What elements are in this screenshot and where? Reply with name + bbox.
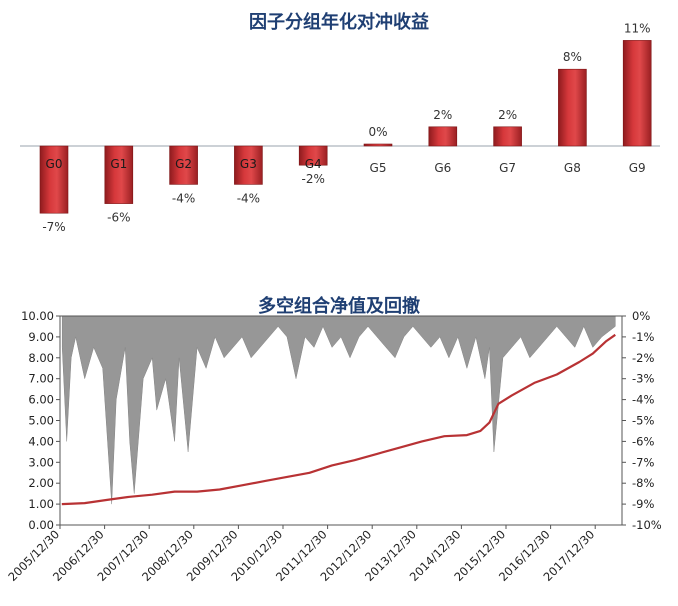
bar-G0 <box>39 145 69 214</box>
category-label: G4 <box>305 157 322 171</box>
left-tick-label: 0.00 <box>28 518 54 532</box>
left-tick-label: 8.00 <box>28 351 54 365</box>
left-tick-label: 5.00 <box>28 414 54 428</box>
left-tick-label: 9.00 <box>28 330 54 344</box>
category-label: G5 <box>370 161 387 175</box>
right-tick-label: 0% <box>632 309 650 323</box>
bar-G2 <box>169 145 198 185</box>
right-tick-label: -1% <box>632 330 654 344</box>
category-label: G7 <box>499 161 516 175</box>
bar-G7 <box>493 126 522 147</box>
bar-G6 <box>428 126 458 147</box>
data-label: -4% <box>237 191 260 205</box>
category-label: G8 <box>564 161 581 175</box>
bar-G3 <box>234 145 263 185</box>
bar-G5 <box>363 143 393 147</box>
right-tick-label: -10% <box>632 518 662 532</box>
bar-chart: G0 -7% G1 -6% G2 -4% G3 -4% G4-2% G5 0% G6 2% G7 2% G8 8… <box>20 21 660 234</box>
right-tick-label: -9% <box>632 497 654 511</box>
nav-line <box>61 333 616 506</box>
right-tick-label: -2% <box>632 351 654 365</box>
data-label: -4% <box>172 191 195 205</box>
left-tick-label: 2.00 <box>28 476 54 490</box>
left-tick-label: 10.00 <box>21 309 54 323</box>
category-label: G1 <box>110 157 127 171</box>
data-label: 2% <box>433 108 452 122</box>
category-label: G0 <box>46 157 63 171</box>
line-chart-title: 多空组合净值及回撤 <box>258 296 420 317</box>
left-tick-label: 6.00 <box>28 393 54 407</box>
data-label: 8% <box>563 50 582 64</box>
data-label: -7% <box>42 220 65 234</box>
left-tick-label: 3.00 <box>28 455 54 469</box>
data-label: 11% <box>624 21 651 35</box>
bar-G4 <box>298 145 328 166</box>
bar-G9 <box>622 40 652 147</box>
right-tick-label: -6% <box>632 434 654 448</box>
category-label: G6 <box>434 161 451 175</box>
data-label: 0% <box>368 125 387 139</box>
right-tick-label: -7% <box>632 455 654 469</box>
data-label: 2% <box>498 108 517 122</box>
right-tick-label: -3% <box>632 372 654 386</box>
left-tick-label: 4.00 <box>28 434 54 448</box>
category-label: G3 <box>240 157 257 171</box>
right-tick-label: -4% <box>632 393 654 407</box>
bar-chart-title: 因子分组年化对冲收益 <box>249 12 429 33</box>
left-tick-label: 7.00 <box>28 372 54 386</box>
category-label: G2 <box>175 157 192 171</box>
left-tick-label: 1.00 <box>28 497 54 511</box>
category-label: G9 <box>629 161 646 175</box>
bar-G8 <box>558 68 587 147</box>
drawdown-area <box>61 315 616 505</box>
data-label: -6% <box>107 211 130 225</box>
bar-G1 <box>104 145 134 204</box>
data-label: -2% <box>302 172 325 186</box>
right-tick-label: -8% <box>632 476 654 490</box>
right-tick-label: -5% <box>632 414 654 428</box>
